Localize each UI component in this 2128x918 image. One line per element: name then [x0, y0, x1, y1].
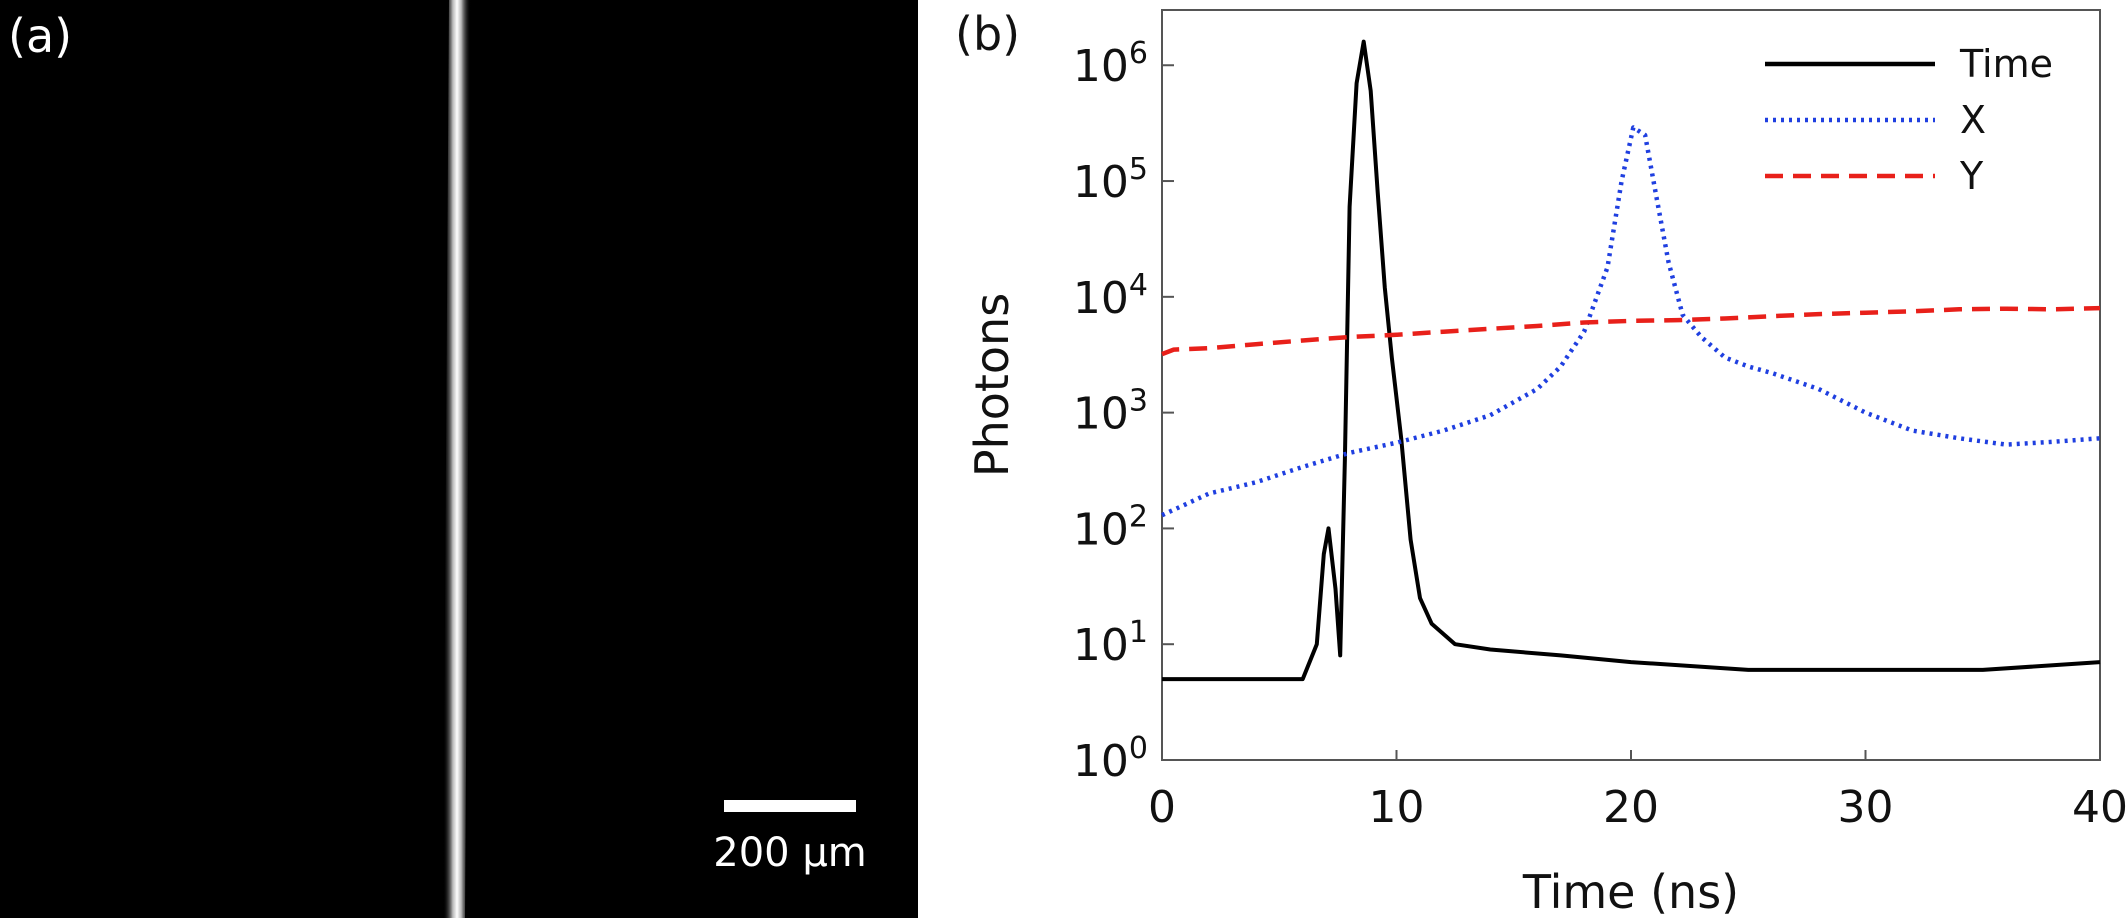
- x-tick-label: 0: [1148, 782, 1176, 833]
- series-line-y: [1161, 305, 2101, 357]
- panel-a-label: (a): [8, 9, 72, 63]
- x-axis-title: Time (ns): [1522, 865, 1739, 918]
- series-line-time: [1162, 39, 2101, 682]
- legend-label-x: X: [1960, 98, 1986, 142]
- panel-b-label: (b): [955, 7, 1020, 61]
- y-tick-label: 103: [1073, 384, 1148, 440]
- legend-label-y: Y: [1959, 154, 1984, 198]
- x-tick-label: 40: [2072, 782, 2128, 833]
- x-tick-label: 10: [1369, 782, 1425, 833]
- y-tick-label: 104: [1073, 268, 1148, 324]
- x-axis: 0 10 20 30 40: [1148, 750, 2128, 833]
- y-axis-title: Photons: [965, 293, 1019, 477]
- y-tick-label: 100: [1073, 731, 1148, 787]
- fiber-strand: [443, 0, 471, 918]
- panel-a: (a) 200 µm: [8, 0, 867, 918]
- scale-bar-label: 200 µm: [713, 830, 866, 876]
- y-tick-label: 102: [1073, 499, 1148, 555]
- x-tick-label: 30: [1838, 782, 1894, 833]
- legend: Time XY: [1765, 42, 2053, 198]
- series-line-x: [1161, 125, 2101, 518]
- panel-b: (b) 0 10 20 30 40 100 101 102 103 104 105 106 Time…: [955, 7, 2128, 918]
- y-tick-label: 101: [1073, 615, 1148, 671]
- legend-label-time: Time: [1959, 42, 2053, 86]
- scale-bar: [724, 800, 856, 812]
- y-axis: 100 101 102 103 104 105 106: [1073, 36, 1174, 787]
- series-layer: [1161, 39, 2101, 682]
- y-tick-label: 106: [1073, 36, 1148, 92]
- y-tick-label: 105: [1073, 152, 1148, 208]
- x-tick-label: 20: [1603, 782, 1659, 833]
